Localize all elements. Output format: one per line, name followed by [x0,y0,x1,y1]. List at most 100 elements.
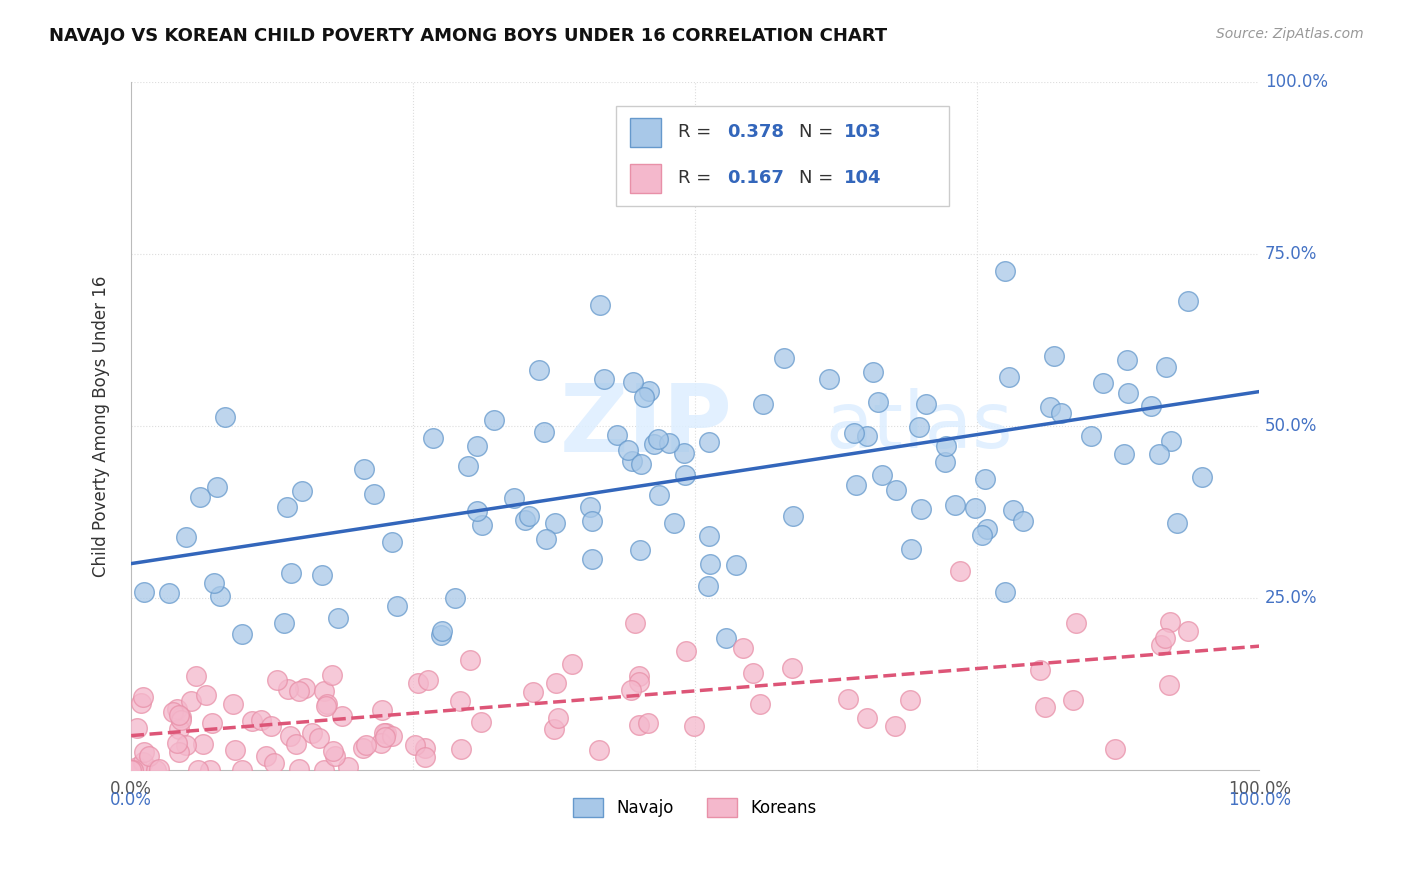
Point [1092,376,1115,391]
Point [315,698,337,713]
Point [276,500,298,514]
Point [630,458,652,472]
Point [1160,434,1182,449]
Text: R =: R = [678,169,717,187]
Point [606,427,628,442]
Point [132,690,155,705]
Point [224,743,246,757]
Point [943,499,966,513]
Point [1001,503,1024,517]
Point [406,676,429,690]
Point [886,483,908,498]
Point [725,558,748,573]
Text: R =: R = [678,123,717,141]
Point [145,763,167,777]
Point [1050,406,1073,420]
Point [1042,349,1064,363]
Point [188,490,211,504]
Point [231,626,253,640]
Point [522,685,544,699]
Point [166,702,188,716]
Point [773,351,796,365]
Point [845,478,868,492]
Point [201,715,224,730]
Point [1177,294,1199,309]
Point [935,439,957,453]
Point [621,375,644,389]
Point [581,551,603,566]
Point [731,641,754,656]
Point [186,668,208,682]
Point [616,442,638,457]
Point [527,363,550,377]
Point [1116,385,1139,400]
Point [450,742,472,756]
Point [125,721,148,735]
Point [370,703,392,717]
Point [589,298,612,312]
Point [169,713,191,727]
Point [503,491,526,506]
Point [637,715,659,730]
Point [326,611,349,625]
Point [643,437,665,451]
Point [1150,638,1173,652]
Point [1177,624,1199,639]
Point [662,516,685,530]
Text: 0.167: 0.167 [727,169,783,187]
Point [844,425,866,440]
Point [482,412,505,426]
Point [374,726,396,740]
Point [1166,516,1188,530]
Point [166,736,188,750]
Point [1011,514,1033,528]
Point [741,666,763,681]
Point [1029,663,1052,677]
Point [288,762,311,776]
Point [900,541,922,556]
Point [751,396,773,410]
Point [308,731,330,745]
Point [187,763,209,777]
Point [1104,741,1126,756]
Point [1033,699,1056,714]
Text: 104: 104 [844,169,882,187]
Point [134,745,156,759]
Point [458,653,481,667]
Point [647,433,669,447]
Point [1080,429,1102,443]
Point [167,708,190,723]
Bar [630,164,661,193]
Point [373,726,395,740]
Point [862,365,884,379]
Point [148,762,170,776]
Point [157,586,180,600]
FancyBboxPatch shape [616,106,949,206]
Point [856,710,879,724]
Point [1116,352,1139,367]
Text: atlas: atlas [825,388,1012,464]
Point [578,500,600,515]
Point [353,461,375,475]
Point [121,763,143,777]
Point [209,589,232,603]
Point [240,714,263,728]
Point [1112,447,1135,461]
Point [697,529,720,543]
Text: N =: N = [799,169,839,187]
Point [354,739,377,753]
Point [316,697,339,711]
Point [697,579,720,593]
Point [627,718,650,732]
Point [167,723,190,737]
Point [593,372,616,386]
Point [180,694,202,708]
Point [544,676,567,690]
Point [162,705,184,719]
Point [884,718,907,732]
Point [533,425,555,440]
Point [312,763,335,777]
Point [202,576,225,591]
Point [422,431,444,445]
Point [780,661,803,675]
